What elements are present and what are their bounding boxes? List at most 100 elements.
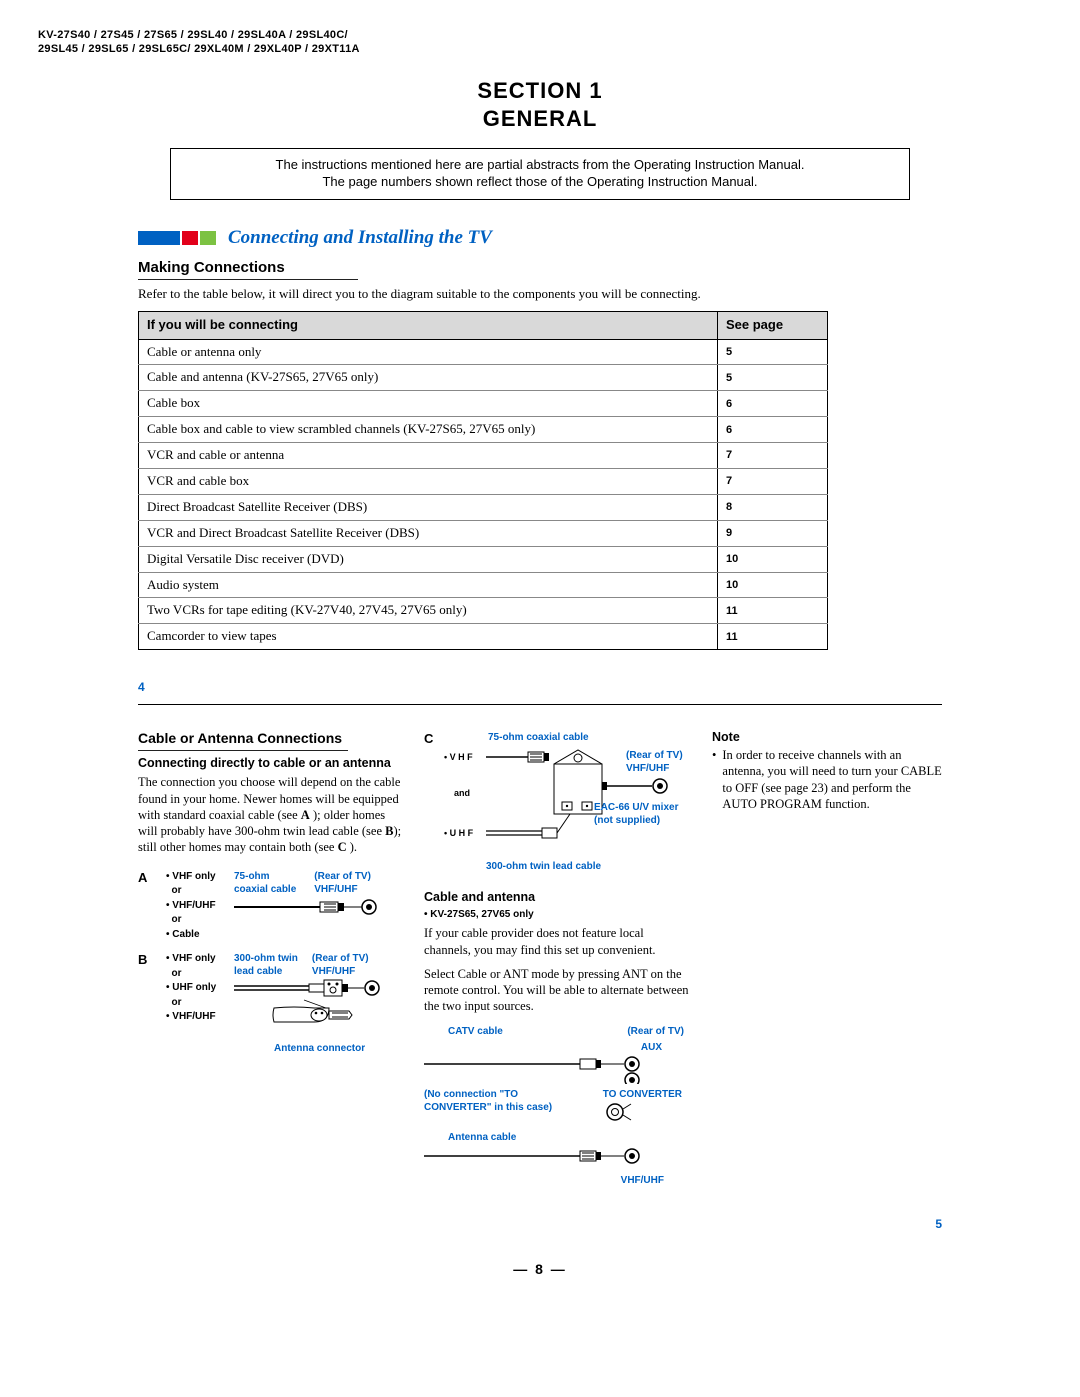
model-header-line2: 29SL45 / 29SL65 / 29SL65C/ 29XL40M / 29X… <box>38 42 1042 56</box>
diagram-A: A VHF only or VHF/UHF or Cable 75-ohm co… <box>138 870 404 943</box>
table-cell-page: 6 <box>718 417 828 443</box>
ca-noconv2: CONVERTER" in this case) <box>424 1101 552 1114</box>
svg-text:and: and <box>454 788 470 798</box>
section-title-l1: SECTION 1 <box>38 77 1042 106</box>
footer-page-number: — 8 — <box>38 1260 1042 1278</box>
table-cell-label: Two VCRs for tape editing (KV-27V40, 27V… <box>139 598 718 624</box>
ca-toconv: TO CONVERTER <box>603 1088 682 1101</box>
A-coax: coaxial cable <box>234 883 296 896</box>
A-rear: (Rear of TV) <box>314 870 371 883</box>
table-row: Cable and antenna (KV-27S65, 27V65 only)… <box>139 365 828 391</box>
table-cell-label: VCR and Direct Broadcast Satellite Recei… <box>139 520 718 546</box>
table-row: Direct Broadcast Satellite Receiver (DBS… <box>139 494 828 520</box>
connections-table: If you will be connecting See page Cable… <box>138 311 828 651</box>
divider2 <box>138 750 348 751</box>
A-vhfuhf: VHF/UHF <box>314 883 371 896</box>
lower-columns: Cable or Antenna Connections Connecting … <box>138 729 942 1187</box>
table-row: Cable or antenna only5 <box>139 339 828 365</box>
A-cable-svg <box>234 896 384 918</box>
table-cell-label: Cable box <box>139 391 718 417</box>
A-75ohm: 75-ohm <box>234 870 296 883</box>
divider <box>138 279 358 280</box>
page-divider <box>138 704 942 705</box>
B-rear: (Rear of TV) <box>312 952 369 965</box>
connecting-directly-heading: Connecting directly to cable or an anten… <box>138 755 404 771</box>
ca-p2: Select Cable or ANT mode by pressing ANT… <box>424 966 692 1015</box>
banner-block-red <box>182 231 198 245</box>
intro-line1: The instructions mentioned here are part… <box>183 157 897 174</box>
table-cell-label: Camcorder to view tapes <box>139 624 718 650</box>
table-cell-label: Cable box and cable to view scrambled ch… <box>139 417 718 443</box>
table-cell-label: VCR and cable box <box>139 468 718 494</box>
letter-A: A <box>138 870 147 885</box>
diagram-B: B VHF only or UHF only or VHF/UHF 300-oh… <box>138 952 404 1055</box>
cable-and-antenna-heading: Cable and antenna <box>424 889 692 905</box>
letter-B: B <box>138 952 147 967</box>
C-300ohm: 300-ohm twin lead cable <box>486 860 692 873</box>
table-row: Cable box and cable to view scrambled ch… <box>139 417 828 443</box>
col-right: Note • In order to receive channels with… <box>712 729 942 1187</box>
table-cell-label: Cable and antenna (KV-27S65, 27V65 only) <box>139 365 718 391</box>
table-row: VCR and cable box7 <box>139 468 828 494</box>
table-header-seepage: See page <box>718 311 828 339</box>
B-300ohm: 300-ohm twin <box>234 952 298 965</box>
making-connections-intro: Refer to the table below, it will direct… <box>138 286 942 303</box>
banner-blocks <box>138 231 216 245</box>
intro-box: The instructions mentioned here are part… <box>170 148 910 200</box>
table-cell-page: 8 <box>718 494 828 520</box>
col-mid: C 75-ohm coaxial cable • V H F <box>424 729 692 1187</box>
C-rear: (Rear of TV) <box>626 749 683 762</box>
ca-p1: If your cable provider does not feature … <box>424 925 692 958</box>
table-cell-page: 10 <box>718 546 828 572</box>
ca-antcable: Antenna cable <box>448 1131 692 1144</box>
table-cell-page: 10 <box>718 572 828 598</box>
table-row: VCR and Direct Broadcast Satellite Recei… <box>139 520 828 546</box>
table-row: Digital Versatile Disc receiver (DVD)10 <box>139 546 828 572</box>
making-connections-heading: Making Connections <box>138 258 942 278</box>
table-row: Two VCRs for tape editing (KV-27V40, 27V… <box>139 598 828 624</box>
svg-text:• U H F: • U H F <box>444 828 474 838</box>
table-cell-page: 5 <box>718 339 828 365</box>
table-cell-label: VCR and cable or antenna <box>139 443 718 469</box>
A-list: VHF only or VHF/UHF or Cable <box>156 870 228 943</box>
intro-line2: The page numbers shown reflect those of … <box>183 174 897 191</box>
ca-conv-icon <box>603 1101 643 1123</box>
ca-svg2 <box>424 1146 684 1166</box>
page-number-5: 5 <box>138 1217 942 1233</box>
table-cell-page: 6 <box>718 391 828 417</box>
section-title-l2: GENERAL <box>38 105 1042 134</box>
table-row: Camcorder to view tapes11 <box>139 624 828 650</box>
table-cell-page: 11 <box>718 598 828 624</box>
B-list: VHF only or UHF only or VHF/UHF <box>156 952 228 1025</box>
diagram-C: C 75-ohm coaxial cable • V H F <box>424 731 692 873</box>
B-lead: lead cable <box>234 965 298 978</box>
table-cell-page: 5 <box>718 365 828 391</box>
ca-catv: CATV cable <box>448 1025 503 1038</box>
ca-noconv1: (No connection "TO <box>424 1088 552 1101</box>
B-vhfuhf: VHF/UHF <box>312 965 369 978</box>
note-bullet: In order to receive channels with an ant… <box>722 747 942 812</box>
table-row: Audio system10 <box>139 572 828 598</box>
col-left: Cable or Antenna Connections Connecting … <box>138 729 404 1187</box>
B-cable-svg <box>234 978 404 1038</box>
ca-vhfuhf-bottom: VHF/UHF <box>621 1175 664 1186</box>
connecting-paragraph: The connection you choose will depend on… <box>138 774 404 855</box>
section-title: SECTION 1 GENERAL <box>38 77 1042 134</box>
C-mixer2: (not supplied) <box>594 814 678 827</box>
table-cell-label: Direct Broadcast Satellite Receiver (DBS… <box>139 494 718 520</box>
banner: Connecting and Installing the TV <box>138 226 942 251</box>
table-cell-label: Cable or antenna only <box>139 339 718 365</box>
ca-rear: (Rear of TV) <box>627 1025 684 1038</box>
note-heading: Note <box>712 729 942 745</box>
table-cell-page: 11 <box>718 624 828 650</box>
table-cell-page: 7 <box>718 443 828 469</box>
banner-block-green <box>200 231 216 245</box>
C-vhfuhf: VHF/UHF <box>626 762 683 775</box>
table-cell-page: 9 <box>718 520 828 546</box>
cable-antenna-heading: Cable or Antenna Connections <box>138 729 404 747</box>
B-svg: 300-ohm twin lead cable (Rear of TV) VHF… <box>234 952 404 1055</box>
table-row: VCR and cable or antenna7 <box>139 443 828 469</box>
banner-block-blue <box>138 231 180 245</box>
ca-aux: AUX <box>641 1042 662 1053</box>
C-75ohm: 75-ohm coaxial cable <box>488 731 692 744</box>
